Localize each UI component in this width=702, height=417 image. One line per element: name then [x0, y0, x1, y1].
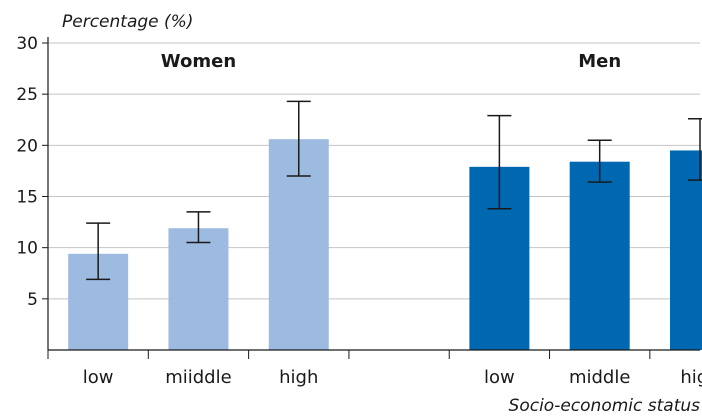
x-tick-label: miiddle	[165, 367, 231, 388]
bar	[168, 228, 229, 350]
x-tick-label: low	[83, 367, 114, 388]
y-tick-label: 20	[16, 136, 38, 156]
bar	[670, 150, 702, 350]
y-tick-label: 15	[16, 188, 38, 208]
bar	[569, 161, 630, 350]
x-tick-label: high	[279, 367, 318, 388]
y-tick-label: 10	[16, 239, 38, 259]
x-axis-label: Socio-economic status	[509, 396, 701, 416]
y-tick-label: 25	[16, 85, 38, 105]
x-tick-label: middle	[569, 367, 630, 388]
y-tick-label: 30	[16, 34, 38, 54]
y-tick-label: 5	[27, 290, 38, 310]
y-axis-label: Percentage (%)	[62, 12, 193, 32]
x-tick-label: high	[680, 367, 702, 388]
x-tick-label: low	[484, 367, 515, 388]
group-label: Men	[578, 51, 621, 72]
axes: 5 10 15 20 25 30 low miiddle high low middle high	[16, 34, 702, 388]
bars: Women Men	[68, 51, 702, 350]
group-label: Women	[161, 51, 236, 72]
